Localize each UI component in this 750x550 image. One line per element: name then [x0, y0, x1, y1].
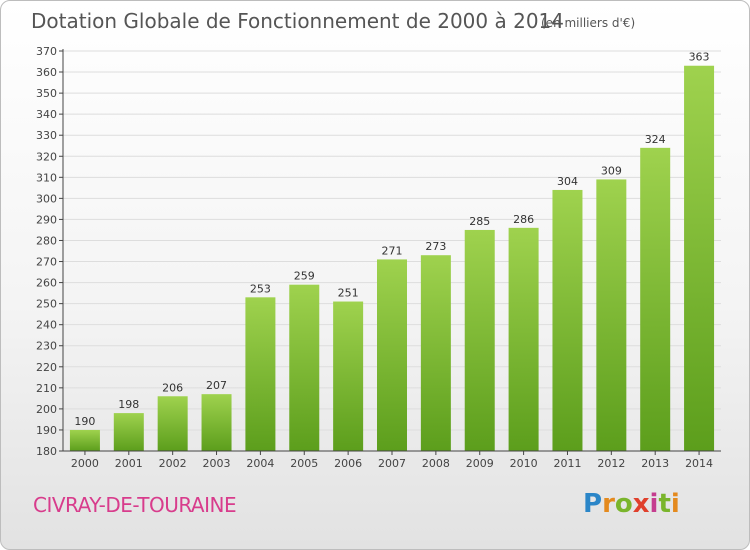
value-label: 251 [338, 287, 359, 300]
bar-2010 [508, 227, 539, 451]
y-tick-label: 260 [36, 277, 57, 290]
y-tick-label: 240 [36, 319, 57, 332]
value-label: 273 [425, 240, 446, 253]
x-tick-label: 2008 [422, 457, 450, 470]
bar-2013 [640, 147, 671, 451]
x-tick-label: 2000 [71, 457, 99, 470]
y-tick-label: 200 [36, 403, 57, 416]
value-label: 206 [162, 381, 183, 394]
bar-2001 [113, 413, 144, 451]
bar-2007 [377, 259, 407, 451]
y-tick-label: 280 [36, 234, 57, 247]
value-label: 207 [206, 379, 227, 392]
x-tick-label: 2003 [203, 457, 231, 470]
value-label: 285 [469, 215, 490, 228]
y-tick-label: 330 [36, 129, 57, 142]
axes: 180 190 200 210 220 230 240 250 260 270 280 290 300 3… [36, 45, 721, 470]
chart-unit: (en milliers d'€) [541, 16, 636, 30]
y-tick-label: 270 [36, 256, 57, 269]
x-tick-label: 2014 [685, 457, 713, 470]
chart-title: Dotation Globale de Fonctionnement de 20… [31, 9, 564, 33]
x-tick-label: 2009 [466, 457, 494, 470]
value-label: 324 [645, 133, 666, 146]
y-tick-label: 220 [36, 361, 57, 374]
bar-2006 [333, 301, 364, 451]
value-label: 253 [250, 282, 271, 295]
value-label: 198 [118, 398, 139, 411]
x-tick-label: 2011 [553, 457, 581, 470]
y-tick-label: 350 [36, 87, 57, 100]
bar-2014 [684, 65, 715, 451]
x-tick-label: 2007 [378, 457, 406, 470]
y-tick-label: 320 [36, 150, 57, 163]
y-tick-label: 210 [36, 382, 57, 395]
bar-2003 [201, 394, 232, 451]
value-label: 363 [689, 51, 710, 64]
x-tick-label: 2006 [334, 457, 362, 470]
y-tick-label: 310 [36, 171, 57, 184]
bar-2004 [245, 297, 276, 451]
bar-2009 [464, 229, 495, 451]
x-tick-label: 2012 [597, 457, 625, 470]
bar-2011 [552, 189, 583, 451]
value-label: 304 [557, 175, 578, 188]
x-tick-label: 2002 [159, 457, 187, 470]
y-tick-label: 360 [36, 66, 57, 79]
value-label: 259 [294, 270, 315, 283]
y-tick-label: 340 [36, 108, 57, 121]
value-label: 271 [382, 244, 403, 257]
x-tick-label: 2001 [115, 457, 143, 470]
x-tick-label: 2010 [510, 457, 538, 470]
proxiti-logo: Proxiti [583, 489, 680, 519]
bar-2012 [596, 179, 627, 451]
y-tick-label: 230 [36, 340, 57, 353]
bar-2002 [157, 396, 188, 451]
value-label: 286 [513, 213, 534, 226]
y-tick-label: 370 [36, 45, 57, 58]
x-tick-label: 2013 [641, 457, 669, 470]
bar-2000 [69, 429, 100, 451]
commune-name: CIVRAY-DE-TOURAINE [33, 493, 237, 517]
value-label: 190 [74, 415, 95, 428]
bar-2005 [289, 284, 320, 451]
y-tick-label: 290 [36, 213, 57, 226]
y-tick-label: 250 [36, 298, 57, 311]
x-tick-label: 2004 [246, 457, 274, 470]
bar-2008 [420, 255, 451, 451]
y-tick-label: 180 [36, 445, 57, 458]
y-tick-label: 190 [36, 424, 57, 437]
value-labels: 190 198 206 207 253 259 251 271 273 285 286 304 309 3… [74, 51, 709, 428]
y-tick-label: 300 [36, 192, 57, 205]
value-label: 309 [601, 164, 622, 177]
x-tick-label: 2005 [290, 457, 318, 470]
bars [69, 65, 715, 451]
